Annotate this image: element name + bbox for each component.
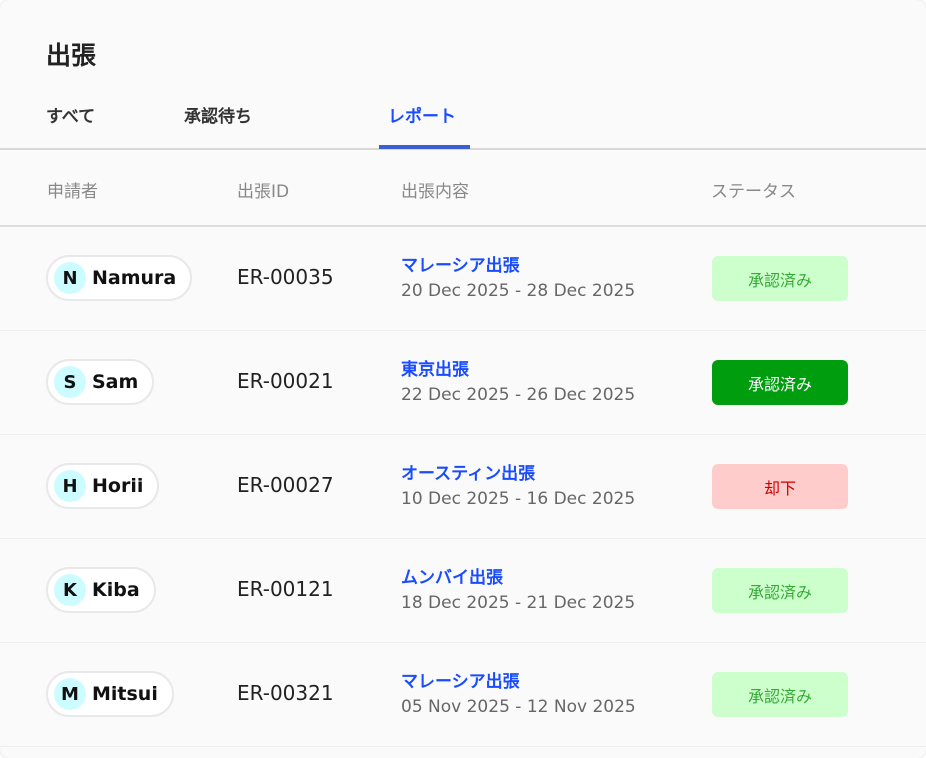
trip-id: ER-00121	[237, 577, 334, 601]
tab-all[interactable]: すべて	[46, 107, 96, 127]
status-badge: 却下	[712, 464, 848, 509]
applicant-name: Horii	[92, 475, 144, 497]
avatar: H	[54, 470, 86, 502]
active-tab-indicator	[379, 145, 470, 149]
trip-link[interactable]: オースティン出張	[401, 464, 536, 484]
applicant-name: Sam	[92, 371, 139, 393]
trip-link[interactable]: 東京出張	[401, 360, 469, 380]
table-row[interactable]: N Namura ER-00035 マレーシア出張 20 Dec 2025 - …	[0, 227, 926, 331]
avatar: S	[54, 366, 86, 398]
applicant-chip[interactable]: S Sam	[46, 359, 155, 405]
trip-id: ER-00027	[237, 473, 334, 497]
trip-link[interactable]: マレーシア出張	[401, 672, 520, 692]
trip-dates: 18 Dec 2025 - 21 Dec 2025	[401, 593, 636, 613]
table-row[interactable]: M Mitsui ER-00321 マレーシア出張 05 Nov 2025 - …	[0, 643, 926, 747]
table-row[interactable]: S Sam ER-00021 東京出張 22 Dec 2025 - 26 Dec…	[0, 331, 926, 435]
applicant-chip[interactable]: K Kiba	[46, 567, 156, 613]
status-badge: 承認済み	[712, 360, 848, 405]
trip-id: ER-00321	[237, 681, 334, 705]
avatar: K	[54, 574, 86, 606]
trip-link[interactable]: ムンバイ出張	[401, 568, 503, 588]
column-trip-id: 出張ID	[237, 182, 290, 202]
applicant-chip[interactable]: N Namura	[46, 255, 193, 301]
table-row[interactable]: H Horii ER-00027 オースティン出張 10 Dec 2025 - …	[0, 435, 926, 539]
page-title: 出張	[46, 41, 97, 70]
trip-dates: 20 Dec 2025 - 28 Dec 2025	[401, 281, 636, 301]
applicant-name: Mitsui	[92, 683, 158, 705]
trip-id: ER-00021	[237, 369, 334, 393]
column-applicant: 申請者	[47, 182, 98, 202]
trip-dates: 10 Dec 2025 - 16 Dec 2025	[401, 489, 636, 509]
tab-report[interactable]: レポート	[388, 107, 456, 127]
avatar: N	[54, 262, 86, 294]
trip-dates: 22 Dec 2025 - 26 Dec 2025	[401, 385, 636, 405]
tab-bar: すべて 承認待ち レポート	[0, 98, 926, 150]
applicant-chip[interactable]: M Mitsui	[46, 671, 174, 717]
status-badge: 承認済み	[712, 568, 848, 613]
status-badge: 承認済み	[712, 672, 848, 717]
applicant-chip[interactable]: H Horii	[46, 463, 160, 509]
table-header: 申請者 出張ID 出張内容 ステータス	[0, 150, 926, 227]
tab-pending[interactable]: 承認待ち	[184, 107, 252, 127]
trip-dates: 05 Nov 2025 - 12 Nov 2025	[401, 697, 636, 717]
applicant-name: Kiba	[92, 579, 140, 601]
trip-id: ER-00035	[237, 265, 334, 289]
avatar: M	[54, 678, 86, 710]
trip-link[interactable]: マレーシア出張	[401, 256, 520, 276]
column-status: ステータス	[711, 182, 796, 202]
applicant-name: Namura	[92, 267, 177, 289]
status-badge: 承認済み	[712, 256, 848, 301]
column-trip-details: 出張内容	[401, 182, 469, 202]
table-row[interactable]: K Kiba ER-00121 ムンバイ出張 18 Dec 2025 - 21 …	[0, 539, 926, 643]
